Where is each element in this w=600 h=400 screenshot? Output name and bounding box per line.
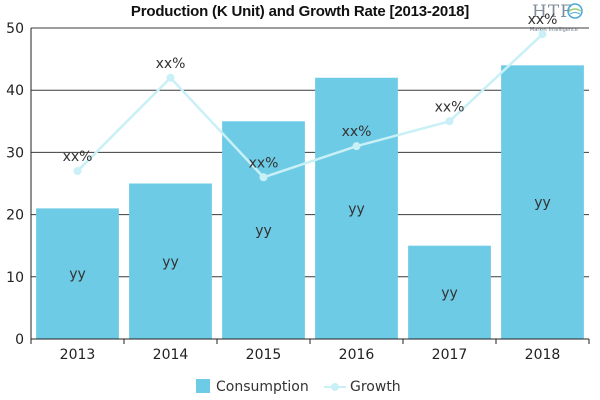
growth-point <box>538 30 547 39</box>
growth-line <box>76 33 544 179</box>
bar-consumption <box>222 121 305 339</box>
bar-data-label: yy <box>69 267 86 283</box>
legend-swatch-growth-dot <box>331 383 339 391</box>
y-tick-label: 50 <box>6 21 24 37</box>
growth-point <box>166 73 175 82</box>
x-tick-label: 2015 <box>246 347 282 363</box>
bar-consumption <box>501 65 584 339</box>
logo-text: HTF <box>532 2 573 22</box>
bar-data-label: yy <box>348 201 365 217</box>
x-tick-label: 2014 <box>153 347 189 363</box>
y-tick-label: 40 <box>6 83 24 99</box>
y-tick-label: 10 <box>6 270 24 286</box>
bar-consumption <box>36 208 119 339</box>
growth-data-label: xx% <box>528 12 558 28</box>
x-tick-label: 2013 <box>60 347 96 363</box>
logo-subtext: Market Intelligence <box>530 27 578 33</box>
growth-data-label: xx% <box>63 149 93 165</box>
chart-title: Production (K Unit) and Growth Rate [201… <box>130 3 470 20</box>
x-tick-label: 2017 <box>432 347 468 363</box>
y-tick-label: 30 <box>6 145 24 161</box>
growth-data-label: xx% <box>342 124 372 140</box>
growth-data-label: xx% <box>249 155 279 171</box>
legend-swatch-consumption <box>196 379 210 393</box>
x-tick-label: 2016 <box>339 347 375 363</box>
htf-logo: HTF Market Intelligence <box>530 2 584 40</box>
legend-label-growth: Growth <box>350 379 401 395</box>
bar-consumption <box>408 245 491 339</box>
legend-label-consumption: Consumption <box>216 379 309 395</box>
growth-point <box>259 173 268 182</box>
growth-point <box>352 142 361 151</box>
growth-point <box>445 117 454 126</box>
y-tick-label: 0 <box>15 332 24 348</box>
growth-data-label: xx% <box>435 99 465 115</box>
bar-data-label: yy <box>255 223 272 239</box>
growth-data-label: xx% <box>156 56 186 72</box>
bar-data-label: yy <box>162 254 179 270</box>
bar-consumption <box>315 77 398 339</box>
x-tick-label: 2018 <box>525 347 561 363</box>
globe-icon <box>567 3 583 19</box>
growth-point <box>73 167 82 176</box>
bar-data-label: yy <box>534 195 551 211</box>
legend: Consumption Growth <box>0 376 600 400</box>
y-tick-label: 20 <box>6 208 24 224</box>
bar-consumption <box>129 183 212 339</box>
bar-data-label: yy <box>441 285 458 301</box>
